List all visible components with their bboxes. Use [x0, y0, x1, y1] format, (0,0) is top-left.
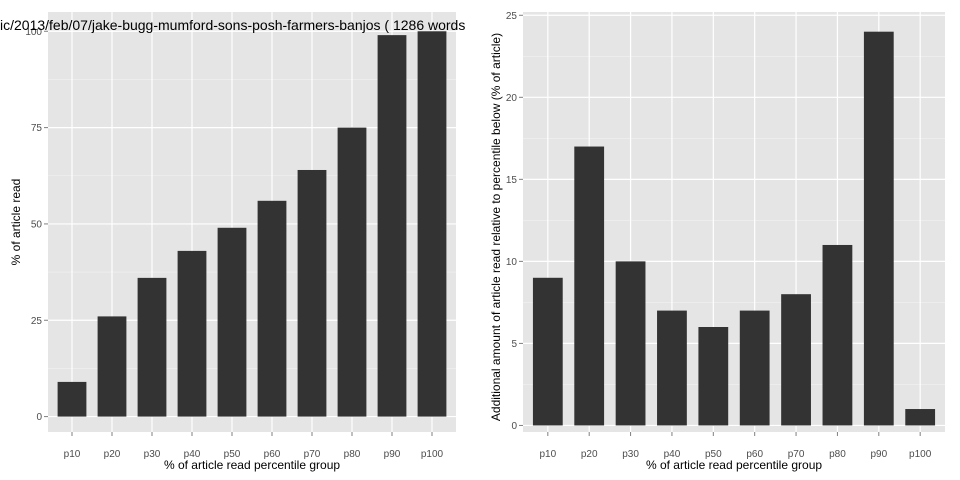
right-bar-p100 — [905, 409, 936, 426]
right-bar-p10 — [532, 277, 563, 426]
left-bar-p60 — [257, 200, 287, 417]
left-y-tick-label: 25 — [31, 316, 43, 327]
left-x-axis-label: % of article read percentile group — [164, 458, 340, 472]
left-x-tick-label: p100 — [421, 449, 444, 460]
right-x-tick-label: p40 — [664, 449, 681, 460]
right-bar-p40 — [657, 310, 687, 426]
right-x-tick-label: p100 — [909, 449, 932, 460]
left-x-tick-label: p80 — [344, 449, 361, 460]
right-y-tick-label: 20 — [506, 93, 518, 104]
right-x-tick-label: p80 — [829, 449, 846, 460]
right-bar-p90 — [863, 31, 894, 426]
left-bar-p80 — [337, 127, 367, 417]
left-x-tick-label: p20 — [104, 449, 121, 460]
left-y-tick-label: 0 — [36, 412, 42, 423]
right-y-tick-label: 5 — [511, 339, 517, 350]
left-x-tick-label: p70 — [304, 449, 321, 460]
left-x-tick-label: p90 — [384, 449, 401, 460]
right-bar-p30 — [615, 261, 646, 426]
left-bar-p20 — [97, 316, 127, 417]
left-bar-p50 — [217, 227, 247, 417]
right-bars — [532, 31, 936, 426]
right-bar-p80 — [822, 244, 853, 426]
right-y-tick-label: 0 — [511, 421, 517, 432]
left-bar-p100 — [417, 31, 447, 417]
left-bar-p10 — [57, 381, 87, 417]
right-y-tick-label: 25 — [506, 11, 518, 22]
left-y-axis-label: % of article read — [9, 179, 23, 266]
right-x-tick-label: p50 — [705, 449, 722, 460]
left-y-tick-label: 75 — [31, 123, 43, 134]
left-bar-p40 — [177, 250, 207, 417]
right-y-tick-label: 15 — [506, 175, 518, 186]
left-y-tick-label: 100 — [25, 27, 42, 38]
right-x-tick-label: p30 — [622, 449, 639, 460]
right-x-tick-label: p10 — [539, 449, 556, 460]
right-bar-p50 — [698, 327, 729, 426]
right-y-axis-label: Additional amount of article read relati… — [489, 33, 503, 421]
right-y-tick-label: 10 — [506, 257, 518, 268]
right-x-axis-label: % of article read percentile group — [646, 458, 822, 472]
right-x-tick-label: p20 — [581, 449, 598, 460]
left-y-ticks: 0 25 50 75 100 — [25, 27, 48, 423]
left-bar-p70 — [297, 169, 327, 417]
left-x-tick-label: p10 — [64, 449, 81, 460]
left-y-tick-label: 50 — [31, 219, 43, 230]
right-y-ticks: 0 5 10 15 20 25 — [506, 11, 523, 432]
right-bar-p60 — [739, 310, 770, 426]
right-x-tick-label: p70 — [788, 449, 805, 460]
left-bar-p30 — [137, 277, 167, 417]
right-bar-p70 — [781, 294, 811, 426]
left-x-ticks: p10 p20 p30 p40 p50 p60 p70 p80 p90 p100 — [64, 432, 444, 460]
left-x-tick-label: p60 — [264, 449, 281, 460]
right-x-tick-label: p90 — [870, 449, 887, 460]
left-bar-p90 — [377, 35, 407, 417]
right-bar-p20 — [574, 146, 605, 426]
left-x-tick-label: p40 — [184, 449, 201, 460]
right-x-tick-label: p60 — [746, 449, 763, 460]
left-chart-title: ic/2013/feb/07/jake-bugg-mumford-sons-po… — [0, 17, 465, 33]
left-x-tick-label: p50 — [224, 449, 241, 460]
right-x-ticks: p10 p20 p30 p40 p50 p60 p70 p80 p90 p100 — [539, 432, 932, 460]
left-x-tick-label: p30 — [144, 449, 161, 460]
left-bars — [57, 31, 447, 417]
